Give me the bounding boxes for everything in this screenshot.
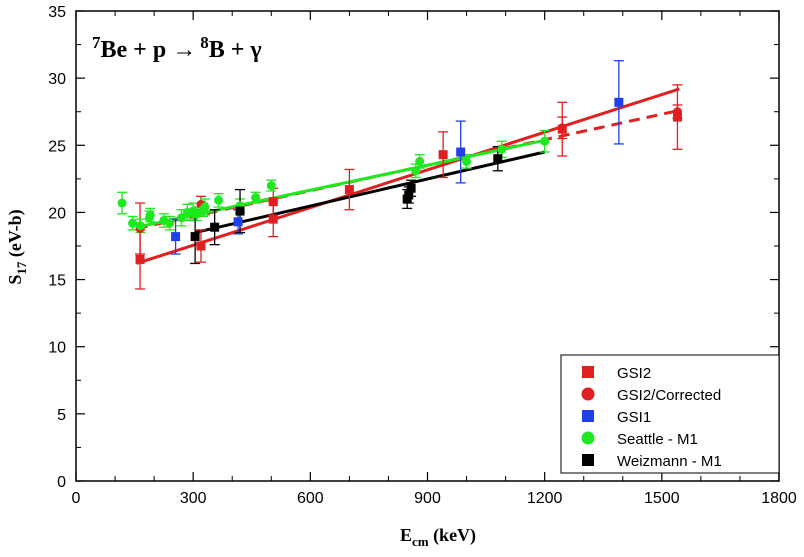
data-point — [165, 218, 175, 228]
legend-label: GSI2 — [617, 365, 651, 382]
legend-marker — [581, 431, 595, 445]
y-tick-label: 0 — [57, 474, 66, 491]
legend-label: GSI1 — [617, 409, 651, 426]
data-point — [233, 217, 243, 227]
x-tick-label: 0 — [72, 490, 81, 507]
data-point — [344, 185, 354, 195]
data-point — [135, 254, 145, 264]
y-tick-label: 10 — [48, 340, 66, 357]
data-point — [251, 193, 261, 203]
data-point — [176, 213, 186, 223]
y-tick-label: 35 — [48, 4, 66, 21]
data-point — [200, 202, 210, 212]
data-point — [235, 206, 245, 216]
x-tick-label: 900 — [414, 490, 441, 507]
x-tick-label: 1500 — [644, 490, 680, 507]
data-point — [268, 214, 278, 224]
legend-marker — [581, 387, 595, 401]
data-point — [135, 221, 145, 231]
data-point — [190, 232, 200, 242]
data-point — [462, 156, 472, 166]
legend-marker — [582, 454, 594, 466]
legend-label: Seattle - M1 — [617, 431, 698, 448]
y-tick-label: 25 — [48, 138, 66, 155]
x-axis-label: Ecm (keV) — [400, 525, 476, 549]
legend-marker — [582, 366, 594, 378]
data-point — [497, 144, 507, 154]
data-point — [117, 198, 127, 208]
x-tick-label: 1800 — [761, 490, 797, 507]
legend: GSI2 GSI2/Corrected GSI1 Seattle - M1 Weizma… — [560, 354, 780, 474]
data-point — [415, 156, 425, 166]
data-point — [266, 181, 276, 191]
error-bars — [117, 60, 683, 290]
y-tick-label: 30 — [48, 71, 66, 88]
legend-marker — [582, 410, 594, 422]
reaction-annotation: 7Be + p → 8B + γ — [92, 33, 262, 63]
data-point — [406, 183, 416, 193]
data-point — [128, 218, 138, 228]
legend-box — [560, 354, 780, 474]
fit-line — [194, 150, 546, 235]
x-tick-label: 300 — [180, 490, 207, 507]
data-point — [672, 112, 682, 122]
data-point — [672, 107, 682, 117]
x-tick-label: 600 — [297, 490, 324, 507]
plot-frame — [75, 10, 780, 482]
data-point — [214, 195, 224, 205]
data-point — [404, 190, 414, 200]
data-point — [268, 197, 278, 207]
data-point — [171, 232, 181, 242]
data-point — [438, 150, 448, 160]
y-axis-label: S17 (eV-b) — [5, 209, 29, 284]
data-point — [145, 210, 155, 220]
fit-lines — [136, 87, 680, 265]
fit-line — [136, 87, 680, 265]
data-point — [196, 241, 206, 251]
y-tick-label: 15 — [48, 273, 66, 290]
data-point — [557, 123, 567, 133]
y-tick-label: 5 — [57, 407, 66, 424]
data-point — [493, 154, 503, 164]
tick-labels: 0 300 600 900 1200 1500 1800 0 5 10 15 20 25 30 35 — [48, 4, 797, 507]
y-tick-label: 20 — [48, 205, 66, 222]
data-point — [540, 136, 550, 146]
legend-label: Weizmann - M1 — [617, 453, 722, 470]
data-point — [614, 97, 624, 107]
legend-label: GSI2/Corrected — [617, 387, 721, 404]
data-point — [411, 166, 421, 176]
data-points — [117, 97, 682, 264]
x-tick-label: 1200 — [527, 490, 563, 507]
data-point — [210, 222, 220, 232]
data-point — [456, 147, 466, 157]
